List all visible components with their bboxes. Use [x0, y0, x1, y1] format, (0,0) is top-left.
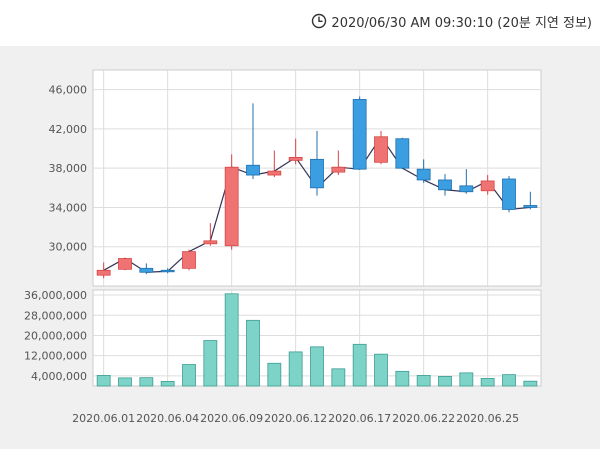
candle-body [331, 166, 346, 173]
candle-body [203, 240, 218, 245]
candle-body [438, 179, 452, 191]
volume-tick-label: 4,000,000 [31, 370, 87, 383]
timestamp: 2020/06/30 AM 09:30:10 (20분 지연 정보) [311, 10, 592, 32]
volume-bar [288, 351, 303, 387]
chart-area: 30,000 34,000 38,000 42,000 46,000 4,000,000 1… [0, 46, 600, 449]
volume-bar [182, 364, 196, 387]
volume-bar [139, 377, 154, 387]
volume-bar [523, 380, 538, 387]
candle-body [160, 269, 175, 273]
clock-icon [312, 13, 327, 29]
price-tick-label: 38,000 [49, 162, 88, 175]
price-tick-label: 30,000 [49, 241, 88, 254]
candle-body [459, 185, 474, 193]
candle-body [224, 166, 239, 247]
candle-body [480, 180, 495, 192]
volume-bar [224, 293, 239, 387]
candle-body [310, 158, 324, 189]
volume-bar [374, 353, 388, 387]
candle-body [267, 170, 282, 176]
price-tick-label: 46,000 [49, 84, 88, 97]
x-tick-label: 2020.06.09 [200, 412, 263, 425]
volume-bar [310, 346, 324, 387]
candle-body [523, 205, 538, 208]
candle-body [416, 168, 431, 181]
candle-body [374, 136, 388, 163]
price-tick-label: 42,000 [49, 123, 88, 136]
candle-body [288, 156, 303, 161]
x-tick-label: 2020.06.17 [328, 412, 391, 425]
volume-bar [438, 375, 452, 387]
volume-bar [459, 372, 474, 387]
x-tick-label: 2020.06.01 [72, 412, 135, 425]
x-tick-label: 2020.06.12 [264, 412, 327, 425]
volume-bar [480, 378, 495, 387]
volume-tick-label: 12,000,000 [24, 350, 87, 363]
volume-bar [203, 340, 218, 387]
volume-tick-label: 20,000,000 [24, 329, 87, 342]
volume-bar [267, 362, 282, 387]
candle-body [246, 164, 260, 176]
x-tick-label: 2020.06.25 [456, 412, 519, 425]
volume-bar [395, 370, 410, 387]
candle-body [139, 267, 154, 273]
timestamp-text: 2020/06/30 AM 09:30:10 (20분 지연 정보) [331, 15, 592, 31]
candle-body [118, 258, 132, 270]
volume-bar [118, 377, 132, 387]
x-tick-label: 2020.06.22 [392, 412, 455, 425]
candle-body [502, 178, 516, 210]
candle-body [96, 269, 111, 276]
volume-bar [331, 368, 346, 387]
stock-chart: 30,000 34,000 38,000 42,000 46,000 4,000,000 1… [24, 69, 542, 425]
candle-body [352, 99, 367, 170]
volume-bar [96, 374, 111, 387]
timestamp-bar: 2020/06/30 AM 09:30:10 (20분 지연 정보) [0, 0, 600, 46]
volume-bar [416, 374, 431, 387]
volume-tick-label: 28,000,000 [24, 309, 87, 322]
price-tick-label: 34,000 [49, 201, 88, 214]
volume-tick-label: 36,000,000 [24, 289, 87, 302]
candle-body [395, 138, 410, 169]
volume-bar [246, 319, 260, 387]
x-tick-label: 2020.06.04 [136, 412, 199, 425]
candle-body [182, 251, 196, 269]
volume-bar [352, 343, 367, 387]
volume-bar [160, 381, 175, 387]
volume-bar [502, 374, 516, 387]
